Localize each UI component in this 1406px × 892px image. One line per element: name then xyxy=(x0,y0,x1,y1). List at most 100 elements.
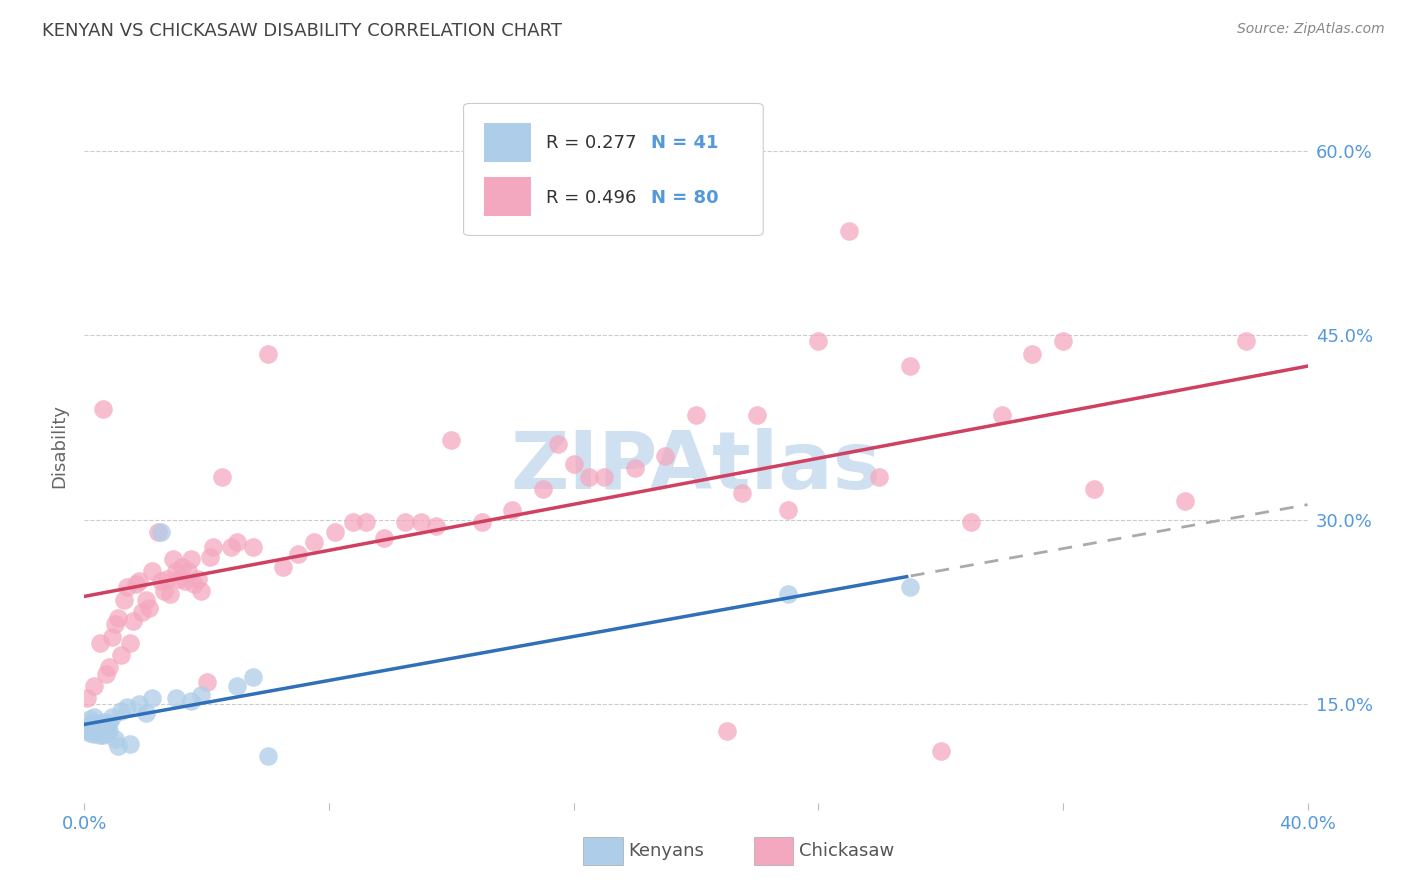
Text: N = 41: N = 41 xyxy=(651,134,718,152)
Point xyxy=(107,739,129,754)
Point xyxy=(502,503,524,517)
Point xyxy=(578,469,600,483)
Point xyxy=(323,525,346,540)
Point xyxy=(79,712,101,726)
Point xyxy=(83,715,105,730)
Point xyxy=(125,576,148,591)
Point xyxy=(226,535,249,549)
Point xyxy=(257,749,280,764)
Point xyxy=(190,688,212,702)
Y-axis label: Disability: Disability xyxy=(51,404,69,488)
Point xyxy=(149,525,172,540)
Point xyxy=(91,721,114,735)
Bar xyxy=(484,177,531,216)
Point xyxy=(242,670,264,684)
Point xyxy=(373,531,395,545)
Point xyxy=(960,516,983,530)
Text: R = 0.496: R = 0.496 xyxy=(546,189,636,207)
Point xyxy=(104,617,127,632)
Point xyxy=(83,679,105,693)
Point xyxy=(180,694,202,708)
Point xyxy=(174,574,197,589)
Point xyxy=(120,737,142,751)
Point xyxy=(149,574,172,589)
Point xyxy=(172,559,194,574)
Point xyxy=(1052,334,1074,349)
Point xyxy=(122,614,145,628)
Point xyxy=(91,714,114,729)
Point xyxy=(394,516,416,530)
Text: KENYAN VS CHICKASAW DISABILITY CORRELATION CHART: KENYAN VS CHICKASAW DISABILITY CORRELATI… xyxy=(42,22,562,40)
Point xyxy=(91,402,114,417)
Point xyxy=(146,525,169,540)
Point xyxy=(716,724,738,739)
Point xyxy=(141,691,163,706)
Point xyxy=(929,744,952,758)
Point xyxy=(211,469,233,483)
Point xyxy=(838,224,860,238)
Point xyxy=(654,449,676,463)
Point xyxy=(76,719,98,733)
Point xyxy=(898,581,921,595)
Point xyxy=(201,540,224,554)
Point xyxy=(86,721,108,735)
Point xyxy=(89,717,111,731)
Point xyxy=(440,433,463,447)
Point xyxy=(165,565,187,579)
Point xyxy=(135,706,157,720)
Point xyxy=(97,724,120,739)
Point xyxy=(104,731,127,746)
Point xyxy=(562,458,585,472)
Point xyxy=(1236,334,1258,349)
Point xyxy=(120,636,142,650)
Point xyxy=(79,725,101,739)
Point xyxy=(83,722,105,736)
Point xyxy=(112,592,135,607)
Point xyxy=(1174,494,1197,508)
Point xyxy=(1083,482,1105,496)
Point xyxy=(97,715,120,730)
Point xyxy=(195,675,218,690)
Point xyxy=(115,581,138,595)
Point xyxy=(79,718,101,732)
Point xyxy=(110,648,132,662)
Point xyxy=(89,728,111,742)
Point xyxy=(898,359,921,373)
Point xyxy=(94,718,117,732)
Point xyxy=(86,718,108,732)
Point xyxy=(869,469,891,483)
Point xyxy=(131,605,153,619)
Point xyxy=(141,565,163,579)
Point xyxy=(138,601,160,615)
Text: ZIPAtlas: ZIPAtlas xyxy=(510,428,882,507)
Point xyxy=(153,584,176,599)
Text: R = 0.277: R = 0.277 xyxy=(546,134,636,152)
Point xyxy=(991,409,1014,423)
Point xyxy=(547,436,569,450)
Point xyxy=(159,587,181,601)
Point xyxy=(471,516,494,530)
Point xyxy=(89,722,111,736)
Text: N = 80: N = 80 xyxy=(651,189,718,207)
Point xyxy=(409,516,432,530)
Point xyxy=(91,728,114,742)
Point xyxy=(94,725,117,739)
Point xyxy=(167,572,190,586)
Point xyxy=(271,559,294,574)
Text: Kenyans: Kenyans xyxy=(628,842,704,860)
Point xyxy=(624,461,647,475)
Point xyxy=(807,334,830,349)
Point xyxy=(226,679,249,693)
Point xyxy=(1021,347,1043,361)
Point xyxy=(354,516,377,530)
Point xyxy=(177,565,200,579)
Point xyxy=(76,724,98,739)
Point xyxy=(107,611,129,625)
Point xyxy=(115,699,138,714)
Point xyxy=(180,552,202,566)
Point xyxy=(242,540,264,554)
Point xyxy=(731,485,754,500)
Point xyxy=(287,547,309,561)
Point xyxy=(198,549,221,564)
Point xyxy=(97,660,120,674)
